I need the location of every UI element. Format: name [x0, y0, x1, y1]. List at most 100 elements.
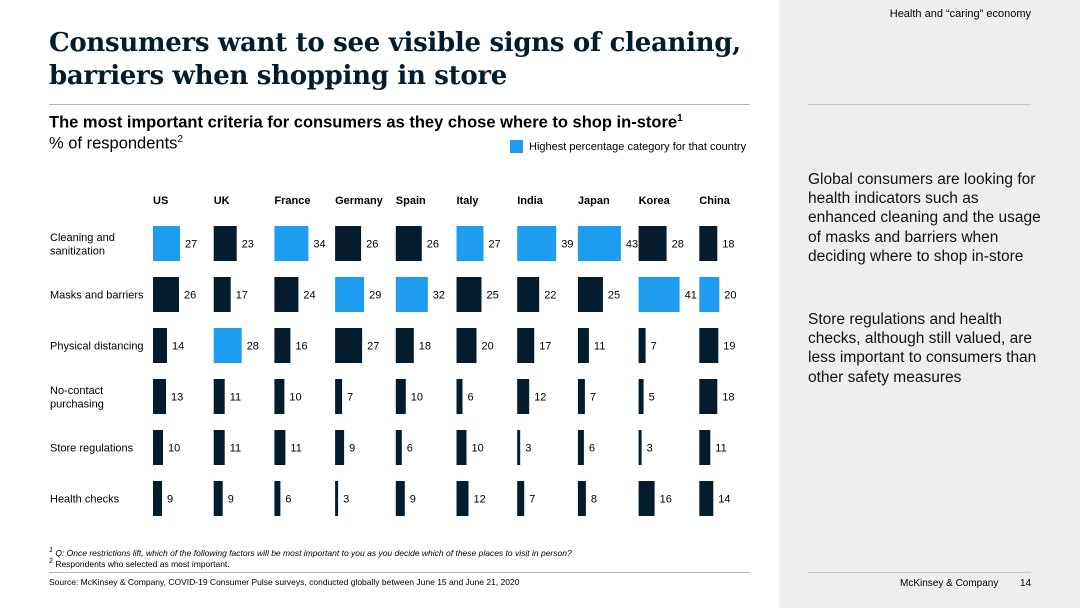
- bar: [517, 481, 525, 516]
- bar-value-label: 39: [561, 239, 573, 251]
- bar-value-label: 3: [647, 443, 653, 455]
- country-header: UK: [214, 195, 230, 207]
- bar: [213, 277, 231, 312]
- bar-value-label: 10: [289, 392, 301, 404]
- bar-value-label: 6: [285, 494, 291, 506]
- bar-value-label: 26: [427, 239, 439, 251]
- footnote-2-text: Respondents who selected as most importa…: [55, 558, 230, 569]
- legend-highlight-swatch: [510, 140, 523, 153]
- bar: [213, 379, 225, 414]
- page-title: Consumers want to see visible signs of c…: [49, 28, 741, 91]
- bar: [456, 379, 463, 414]
- bar-value-label: 27: [489, 239, 501, 251]
- bar: [456, 430, 467, 465]
- bar-value-label: 10: [168, 443, 180, 455]
- bar-value-label: 11: [594, 341, 605, 353]
- footnote-2-marker: 2: [49, 557, 53, 565]
- page-number: 14: [1020, 578, 1032, 589]
- bar: [517, 277, 540, 312]
- bar-value-label: 41: [685, 290, 697, 302]
- category-label: Health checks: [50, 494, 120, 506]
- bar-value-label: 20: [724, 290, 736, 302]
- bar-value-label: 28: [672, 239, 684, 251]
- bar: [153, 379, 166, 414]
- bar: [153, 481, 162, 516]
- bar: [638, 379, 644, 414]
- category-label: No-contact: [50, 385, 103, 397]
- bar: [395, 481, 405, 516]
- bar-value-label: 19: [723, 341, 735, 353]
- bar-value-label: 43: [626, 239, 638, 251]
- bar-value-label: 17: [236, 290, 248, 302]
- bar: [274, 277, 299, 312]
- footer-brand: McKinsey & Company: [900, 578, 999, 589]
- footnote-2: 2 Respondents who selected as most impor…: [49, 557, 230, 569]
- bar: [456, 226, 484, 261]
- bar: [699, 481, 714, 516]
- bar-value-label: 6: [468, 392, 474, 404]
- bar: [517, 379, 530, 414]
- bar: [395, 277, 428, 312]
- bar-value-label: 9: [349, 443, 355, 455]
- bar-value-label: 6: [407, 443, 413, 455]
- footnote-1: 1 Q: Once restrictions lift, which of th…: [49, 546, 572, 558]
- bar: [577, 277, 603, 312]
- chart-subtitle: The most important criteria for consumer…: [49, 113, 683, 133]
- side-divider-bottom: [808, 572, 1031, 573]
- bar-value-label: 18: [722, 392, 734, 404]
- bar-value-label: 26: [184, 290, 196, 302]
- bar-value-label: 12: [534, 392, 546, 404]
- bar: [638, 481, 655, 516]
- bar: [517, 328, 535, 363]
- bar: [638, 328, 646, 363]
- category-label: Store regulations: [50, 443, 134, 455]
- bar: [213, 481, 223, 516]
- bar: [395, 226, 422, 261]
- bar: [456, 277, 482, 312]
- country-header: France: [274, 195, 310, 207]
- chart-unit-footnote-marker: 2: [177, 134, 183, 145]
- bar-value-label: 11: [290, 443, 301, 455]
- sidebar-takeaway-2: Store regulations and health checks, alt…: [808, 311, 1037, 386]
- country-header: US: [153, 195, 168, 207]
- bar: [213, 226, 237, 261]
- bar-value-label: 25: [608, 290, 620, 302]
- bar-value-label: 34: [313, 239, 325, 251]
- bar: [395, 379, 406, 414]
- source-note: Source: McKinsey & Company, COVID-19 Con…: [49, 577, 520, 587]
- bar: [335, 379, 343, 414]
- footnote-1-marker: 1: [49, 546, 53, 554]
- bar-value-label: 27: [367, 341, 379, 353]
- bar: [517, 226, 557, 261]
- bar: [699, 277, 720, 312]
- country-header: Italy: [457, 195, 480, 207]
- section-label: Health and “caring” economy: [889, 8, 1031, 20]
- bar-value-label: 7: [651, 341, 657, 353]
- bar-value-label: 7: [529, 494, 535, 506]
- bar: [153, 430, 163, 465]
- bar: [577, 379, 585, 414]
- bar-value-label: 25: [487, 290, 499, 302]
- country-header: China: [699, 195, 730, 207]
- country-header: Germany: [335, 195, 384, 207]
- bar-value-label: 11: [715, 443, 726, 455]
- bar-value-label: 18: [419, 341, 431, 353]
- bar-value-label: 18: [722, 239, 734, 251]
- bar: [395, 430, 402, 465]
- bar: [153, 328, 167, 363]
- bar: [699, 226, 718, 261]
- bar: [335, 430, 345, 465]
- bar-value-label: 17: [539, 341, 551, 353]
- bar-value-label: 27: [185, 239, 197, 251]
- chart-subtitle-footnote-marker: 1: [677, 113, 683, 124]
- title-divider: [49, 104, 750, 105]
- bar-value-label: 14: [172, 341, 184, 353]
- chart-subtitle-text: The most important criteria for consumer…: [49, 113, 678, 132]
- bar-value-label: 32: [433, 290, 445, 302]
- bar-value-label: 20: [482, 341, 494, 353]
- bar: [274, 226, 309, 261]
- bar-value-label: 22: [544, 290, 556, 302]
- bar: [274, 379, 285, 414]
- category-label: Masks and barriers: [50, 290, 144, 302]
- bar: [213, 430, 225, 465]
